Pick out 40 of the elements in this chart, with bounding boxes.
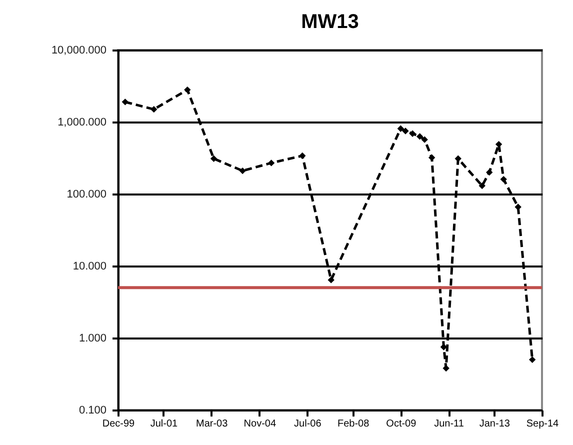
x-tick-label: Dec-99 <box>102 418 136 430</box>
x-tick-label: Nov-04 <box>244 418 276 430</box>
point <box>239 167 246 174</box>
point <box>416 133 424 140</box>
point <box>495 140 502 148</box>
x-tick-label: Jul-06 <box>294 418 322 430</box>
point <box>122 98 129 106</box>
x-tick-label: Jul-01 <box>150 418 178 430</box>
point <box>454 155 462 162</box>
point <box>299 152 306 160</box>
y-tick-label: 10.000 <box>72 260 106 272</box>
point <box>486 168 493 176</box>
point <box>440 344 448 350</box>
y-tick-label: 100.000 <box>66 188 106 200</box>
y-tick-label: 10,000.000 <box>51 44 106 56</box>
point <box>409 130 416 137</box>
x-tick-label: Sep-14 <box>526 418 560 430</box>
point <box>442 364 450 372</box>
x-tick-label: Jan-13 <box>479 418 510 430</box>
point <box>421 136 428 143</box>
y-tick-label: 1,000.000 <box>58 116 106 128</box>
point <box>402 128 409 134</box>
point <box>268 160 275 166</box>
point <box>478 182 486 190</box>
point <box>528 356 536 364</box>
point <box>328 276 334 284</box>
point <box>184 86 191 94</box>
point <box>397 125 404 132</box>
x-tick-label: Mar-03 <box>196 418 228 430</box>
y-tick-label: 0.100 <box>78 404 106 416</box>
point <box>428 154 436 161</box>
x-tick-label: Feb-08 <box>337 418 370 430</box>
point <box>514 204 522 210</box>
x-tick-label: Oct-09 <box>386 418 417 430</box>
point <box>210 155 218 162</box>
chart-title: MW13 <box>301 11 359 33</box>
point <box>150 106 158 113</box>
x-tick-label: Jun-11 <box>434 418 464 430</box>
point <box>500 176 507 183</box>
y-tick-label: 1.000 <box>78 332 106 344</box>
